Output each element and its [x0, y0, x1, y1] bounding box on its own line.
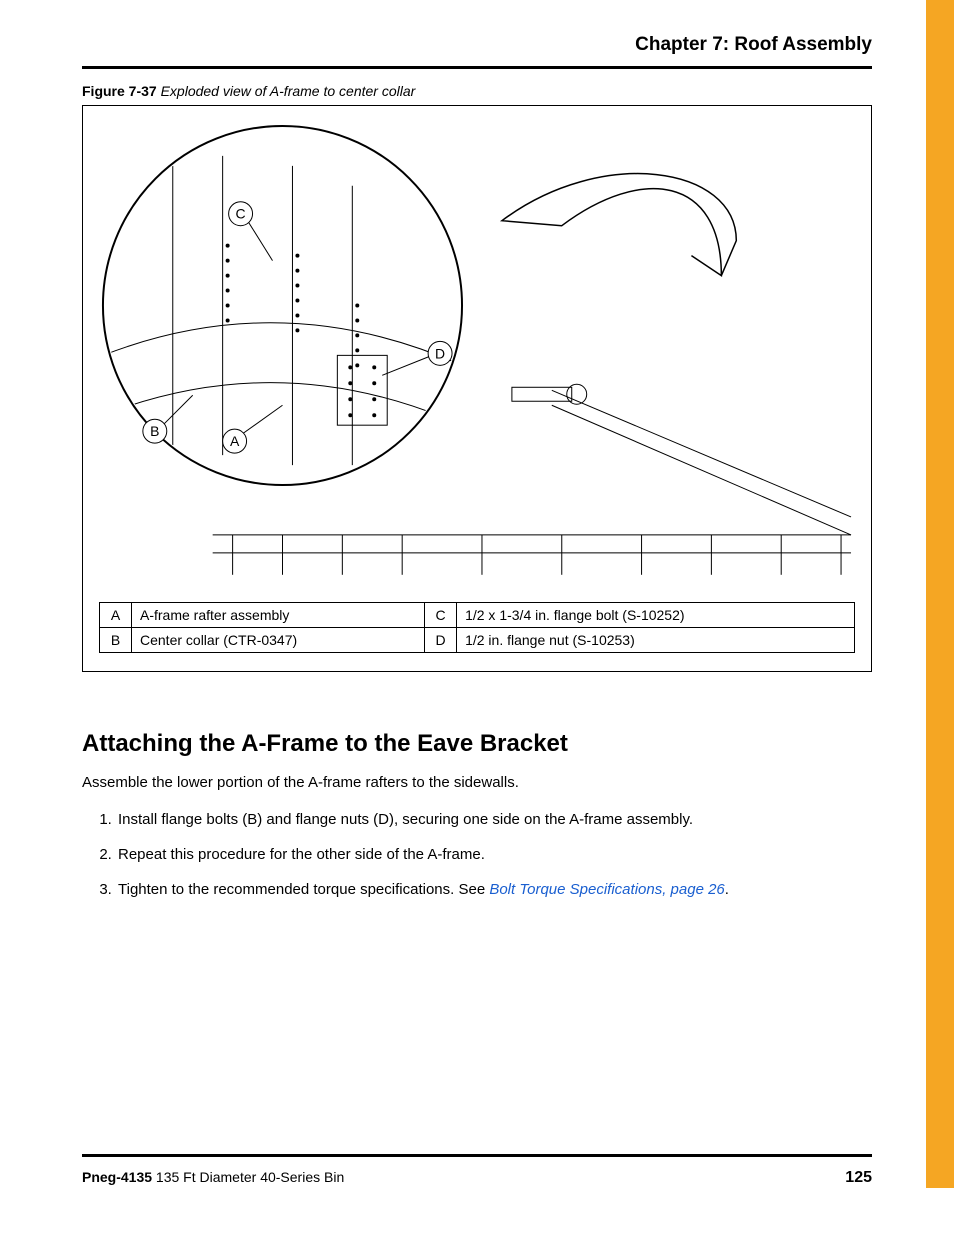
legend-key-c: C — [425, 603, 457, 628]
list-item: Tighten to the recommended torque specif… — [116, 879, 872, 900]
torque-spec-link[interactable]: Bolt Torque Specifications, page 26 — [489, 881, 724, 898]
table-row: B Center collar (CTR-0347) D 1/2 in. fla… — [100, 628, 855, 653]
header-rule — [82, 66, 872, 69]
figure-title: Exploded view of A-frame to center colla… — [161, 83, 416, 99]
legend-text-c: 1/2 x 1-3/4 in. flange bolt (S-10252) — [457, 603, 855, 628]
side-accent-tab — [926, 0, 954, 1188]
legend-key-a: A — [100, 603, 132, 628]
steps-list: Install flange bolts (B) and flange nuts… — [116, 809, 872, 900]
page-number: 125 — [845, 1169, 872, 1187]
section-intro: Assemble the lower portion of the A-fram… — [82, 772, 872, 793]
callout-c: C — [236, 206, 246, 222]
footer: Pneg-4135 135 Ft Diameter 40-Series Bin … — [82, 1154, 872, 1187]
doc-code: Pneg-4135 — [82, 1169, 152, 1185]
figure-box: C D B A A A-frame rafter assembly C 1/2 … — [82, 105, 872, 672]
figure-caption: Figure 7-37 Exploded view of A-frame to … — [82, 83, 872, 99]
callout-a: A — [230, 433, 240, 449]
table-row: A A-frame rafter assembly C 1/2 x 1-3/4 … — [100, 603, 855, 628]
exploded-view-svg: C D B A — [83, 106, 871, 601]
doc-title: 135 Ft Diameter 40-Series Bin — [152, 1169, 344, 1185]
section-heading: Attaching the A-Frame to the Eave Bracke… — [82, 730, 872, 758]
legend-key-b: B — [100, 628, 132, 653]
legend-key-d: D — [425, 628, 457, 653]
step3-period: . — [725, 881, 729, 898]
legend-text-b: Center collar (CTR-0347) — [132, 628, 425, 653]
step3-text: Tighten to the recommended torque specif… — [118, 881, 489, 898]
figure-diagram: C D B A — [83, 106, 871, 602]
legend-text-a: A-frame rafter assembly — [132, 603, 425, 628]
legend-text-d: 1/2 in. flange nut (S-10253) — [457, 628, 855, 653]
callout-d: D — [435, 345, 445, 361]
footer-rule — [82, 1154, 872, 1157]
chapter-header: Chapter 7: Roof Assembly — [82, 34, 872, 64]
list-item: Repeat this procedure for the other side… — [116, 844, 872, 865]
figure-number: Figure 7-37 — [82, 83, 157, 99]
list-item: Install flange bolts (B) and flange nuts… — [116, 809, 872, 830]
callout-b: B — [150, 423, 159, 439]
legend-table: A A-frame rafter assembly C 1/2 x 1-3/4 … — [99, 602, 855, 653]
footer-left: Pneg-4135 135 Ft Diameter 40-Series Bin — [82, 1169, 344, 1185]
